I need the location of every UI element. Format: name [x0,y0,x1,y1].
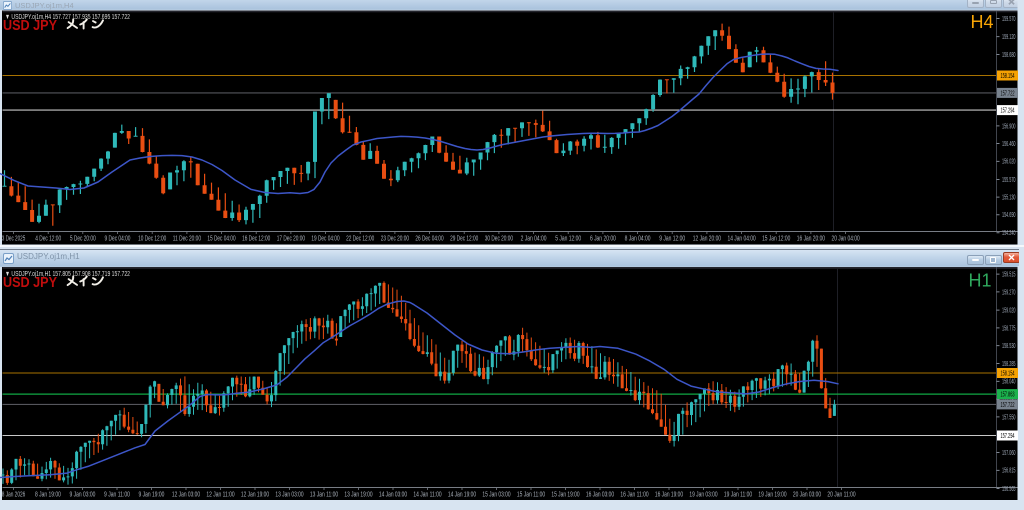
svg-text:15 Jan 11:00: 15 Jan 11:00 [517,492,545,499]
svg-text:H1: H1 [968,271,991,291]
svg-text:9 Jan 19:00: 9 Jan 19:00 [139,492,165,499]
svg-text:158.285: 158.285 [1002,361,1016,368]
svg-text:159.270: 159.270 [1002,289,1016,296]
svg-text:9 Dec 04:00: 9 Dec 04:00 [105,236,131,243]
svg-text:5 Dec 20:00: 5 Dec 20:00 [70,236,96,243]
svg-text:156.815: 156.815 [1002,468,1016,475]
svg-text:159.120: 159.120 [1002,34,1016,41]
svg-text:6 Jan 20:00: 6 Jan 20:00 [590,236,616,243]
svg-text:12 Jan 20:00: 12 Jan 20:00 [693,236,721,243]
svg-text:USD JPY: USD JPY [3,275,57,291]
svg-text:20 Jan 11:00: 20 Jan 11:00 [827,492,855,499]
svg-text:15 Jan 12:00: 15 Jan 12:00 [762,236,790,243]
svg-text:17 Dec 20:00: 17 Dec 20:00 [277,236,305,243]
svg-text:14 Jan 19:00: 14 Jan 19:00 [448,492,476,499]
svg-text:12 Jan 19:00: 12 Jan 19:00 [241,492,269,499]
svg-text:156.565: 156.565 [1002,486,1016,493]
svg-text:157.550: 157.550 [1002,414,1016,421]
svg-text:157.722: 157.722 [1001,91,1015,98]
svg-text:154.690: 154.690 [1002,212,1016,219]
svg-text:157.060: 157.060 [1002,450,1016,457]
svg-text:159.020: 159.020 [1002,308,1016,315]
svg-text:16 Jan 11:00: 16 Jan 11:00 [620,492,648,499]
svg-text:158.154: 158.154 [1001,73,1015,80]
svg-text:14 Jan 04:00: 14 Jan 04:00 [728,236,756,243]
svg-text:4 Dec 12:00: 4 Dec 12:00 [35,236,61,243]
svg-text:20 Jan 04:00: 20 Jan 04:00 [832,236,860,243]
svg-text:157.722: 157.722 [1001,402,1015,409]
svg-text:16 Jan 20:00: 16 Jan 20:00 [797,236,825,243]
svg-text:22 Dec 12:00: 22 Dec 12:00 [346,236,374,243]
svg-text:3 Dec 2025: 3 Dec 2025 [2,236,26,243]
svg-text:20 Jan 03:00: 20 Jan 03:00 [793,492,821,499]
svg-text:8 Jan 19:00: 8 Jan 19:00 [35,492,61,499]
svg-text:155.130: 155.130 [1002,195,1016,202]
svg-text:26 Dec 04:00: 26 Dec 04:00 [415,236,443,243]
svg-text:15 Jan 19:00: 15 Jan 19:00 [551,492,579,499]
svg-text:19 Jan 11:00: 19 Jan 11:00 [724,492,752,499]
svg-text:19 Dec 04:00: 19 Dec 04:00 [311,236,339,243]
svg-text:2 Jan 04:00: 2 Jan 04:00 [521,236,547,243]
svg-text:16 Jan 19:00: 16 Jan 19:00 [655,492,683,499]
svg-text:9 Jan 03:00: 9 Jan 03:00 [70,492,96,499]
svg-text:13 Jan 19:00: 13 Jan 19:00 [344,492,372,499]
svg-text:5 Jan 12:00: 5 Jan 12:00 [555,236,581,243]
svg-text:USD JPY: USD JPY [3,18,57,34]
svg-text:10 Dec 12:00: 10 Dec 12:00 [138,236,166,243]
svg-text:16 Dec 12:00: 16 Dec 12:00 [242,236,270,243]
svg-text:158.530: 158.530 [1002,343,1016,350]
svg-text:14 Jan 03:00: 14 Jan 03:00 [379,492,407,499]
svg-text:11 Dec 20:00: 11 Dec 20:00 [173,236,201,243]
svg-text:12 Jan 03:00: 12 Jan 03:00 [172,492,200,499]
svg-text:159.570: 159.570 [1002,16,1016,23]
svg-text:9 Jan 12:00: 9 Jan 12:00 [659,236,685,243]
svg-text:12 Jan 11:00: 12 Jan 11:00 [206,492,234,499]
svg-text:15 Dec 04:00: 15 Dec 04:00 [207,236,235,243]
svg-text:16 Jan 03:00: 16 Jan 03:00 [586,492,614,499]
svg-text:157.294: 157.294 [1001,108,1015,115]
svg-text:14 Jan 11:00: 14 Jan 11:00 [413,492,441,499]
svg-text:155.570: 155.570 [1002,177,1016,184]
svg-text:156.460: 156.460 [1002,141,1016,148]
svg-text:15 Jan 03:00: 15 Jan 03:00 [482,492,510,499]
svg-text:158.680: 158.680 [1002,52,1016,59]
svg-text:9 Jan 11:00: 9 Jan 11:00 [104,492,130,499]
svg-text:30 Dec 20:00: 30 Dec 20:00 [485,236,513,243]
svg-text:156.020: 156.020 [1002,159,1016,166]
svg-text:158.775: 158.775 [1002,325,1016,332]
svg-text:13 Jan 11:00: 13 Jan 11:00 [310,492,338,499]
svg-text:159.515: 159.515 [1002,272,1016,279]
svg-text:29 Dec 12:00: 29 Dec 12:00 [450,236,478,243]
svg-text:H4: H4 [970,12,993,32]
svg-text:8 Jan 2026: 8 Jan 2026 [2,492,26,499]
svg-text:157.294: 157.294 [1001,433,1015,440]
svg-text:13 Jan 03:00: 13 Jan 03:00 [275,492,303,499]
svg-text:19 Jan 03:00: 19 Jan 03:00 [689,492,717,499]
svg-text:19 Jan 19:00: 19 Jan 19:00 [758,492,786,499]
svg-text:158.040: 158.040 [1002,379,1016,386]
svg-text:156.900: 156.900 [1002,123,1016,130]
svg-text:8 Jan 04:00: 8 Jan 04:00 [625,236,651,243]
svg-text:157.863: 157.863 [1001,392,1015,399]
svg-text:154.240: 154.240 [1002,230,1016,237]
svg-text:158.154: 158.154 [1001,371,1015,378]
svg-text:23 Dec 20:00: 23 Dec 20:00 [381,236,409,243]
